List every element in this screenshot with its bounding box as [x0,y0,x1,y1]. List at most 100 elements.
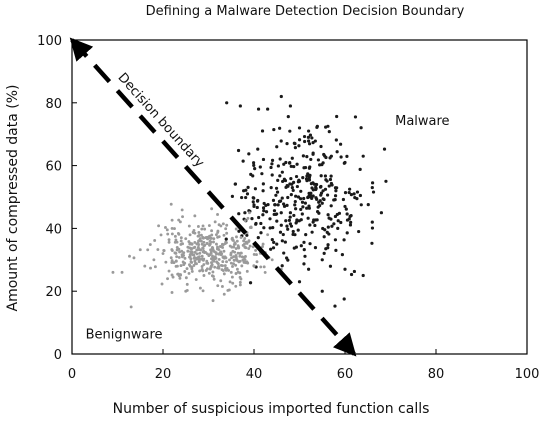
benignware-point [210,207,214,211]
malware-point [306,135,311,139]
benignware-point [161,252,165,255]
malware-point [246,185,250,189]
malware-point [313,246,318,250]
benignware-point [181,215,184,219]
malware-point [271,198,276,202]
benignware-point [213,220,217,224]
malware-point [299,244,303,248]
malware-point [261,213,265,217]
malware-point [289,193,293,197]
benignware-point [188,233,192,237]
malware-point [322,152,326,157]
benignware-point [143,264,147,268]
malware-point [359,203,363,207]
benignware-point [266,233,270,237]
benignware-point [237,246,241,250]
benignware-point [210,274,214,278]
malware-point [328,177,333,182]
benignware-point [216,284,220,288]
x-tick-label: 60 [337,367,354,382]
y-tick-label: 40 [45,222,62,237]
malware-point [271,246,276,250]
malware-point [384,179,388,183]
malware-point [342,161,346,165]
malware-point [320,201,324,205]
malware-point [339,155,343,159]
malware-point [240,195,244,200]
malware-point [270,173,274,177]
benignware-point [213,255,217,259]
malware-point [268,217,272,221]
benignware-point [230,256,233,260]
malware-point [294,194,298,198]
benignware-point [196,225,200,228]
benignware-point [187,271,191,275]
malware-point [358,167,362,171]
benignware-point [159,233,163,237]
benignware-point [178,250,182,254]
malware-point [352,269,356,274]
benignware-point [229,253,233,257]
benignware-point [164,260,168,264]
malware-point [291,229,295,234]
malware-point [269,165,273,170]
malware-point [307,142,312,146]
benignware-point [179,236,183,240]
malware-point [294,245,298,249]
benignware-point [224,256,228,260]
benignware-point [208,253,212,257]
malware-point [325,179,329,183]
malware-point [329,181,334,186]
malware-point [322,251,326,255]
benignware-point [212,240,215,244]
benignware-point [175,255,179,259]
malware-point [310,136,314,140]
malware-point [256,236,260,240]
benignware-point [248,226,252,229]
malware-point [269,247,273,251]
malware-point [279,139,283,143]
benignware-point [234,272,238,275]
malware-point [319,144,323,149]
benignware-point [203,227,207,231]
benignware-point [239,251,243,255]
malware-point [280,170,284,174]
benignware-point [166,277,169,281]
malware-point [307,166,311,170]
malware-point [303,201,307,205]
malware-point [339,142,343,146]
malware-point [292,213,296,218]
malware-point [277,199,282,204]
benignware-point [222,272,226,276]
malware-point [342,297,346,301]
benignware-point [153,239,157,242]
malware-point [318,163,322,167]
benignware-point [179,264,183,268]
benignware-point [204,269,208,272]
benignware-point [261,242,265,246]
malware-point [286,227,290,231]
malware-point [302,134,307,139]
benignware-point [219,263,223,267]
benignware-point [209,236,213,240]
benignware-point [222,249,226,253]
malware-point [283,240,287,244]
malware-point [345,231,349,235]
malware-point [307,191,311,195]
malware-point [294,174,299,179]
benignware-point [213,265,217,269]
benignware-point [223,264,227,268]
benignware-point [216,212,219,216]
malware-point [276,203,280,207]
malware-point [295,162,299,166]
malware-point [275,242,279,246]
malware-point [253,167,257,171]
malware-point [315,218,319,222]
malware-point [366,203,370,207]
malware-point [340,253,344,257]
benignware-point [225,231,229,235]
malware-point [293,199,297,204]
malware-point [325,230,329,234]
benignware-point [167,269,171,273]
